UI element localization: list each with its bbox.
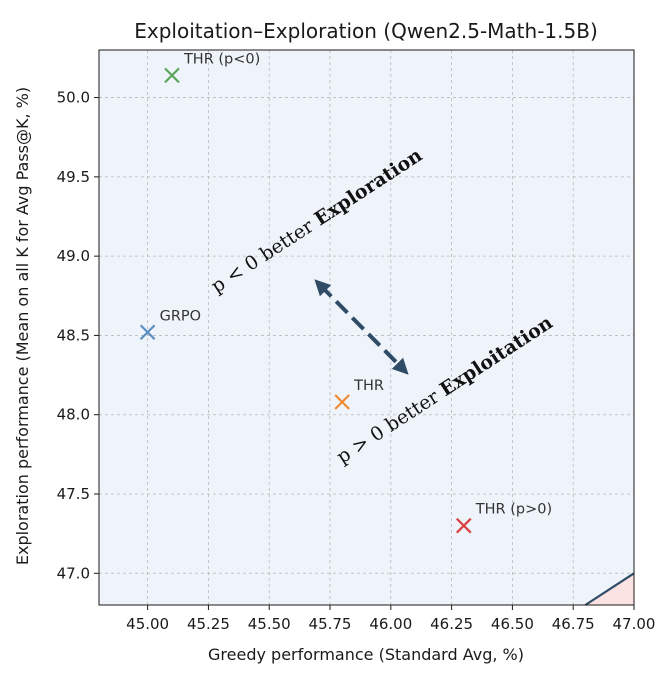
point-label: THR (p>0) [475, 502, 552, 518]
plot-area: p < 0 better Exploration p > 0 better Ex… [98, 49, 635, 606]
point-marker-stroke [139, 324, 156, 341]
point-marker-stroke [164, 67, 180, 84]
point-marker-stroke [334, 394, 350, 410]
y-tick-label: 48.5 [57, 326, 90, 344]
point-label: THR [353, 378, 384, 394]
data-point: GRPO [139, 308, 201, 341]
x-tick-label: 45.25 [187, 615, 230, 633]
point-marker-stroke [455, 517, 472, 534]
point-label: THR (p<0) [183, 51, 260, 67]
data-point: THR (p<0) [164, 51, 260, 84]
y-tick-label: 47.5 [57, 485, 90, 503]
x-tick-label: 46.50 [491, 615, 534, 633]
y-tick-label: 50.0 [57, 89, 90, 107]
chart-title: Exploitation–Exploration (Qwen2.5-Math-1… [134, 19, 598, 43]
data-point: THR (p>0) [455, 502, 552, 534]
x-axis: 45.00 45.25 45.50 45.75 46.00 46.25 46.50 46.75… [126, 605, 655, 633]
x-axis-label: Greedy performance (Standard Avg, %) [208, 645, 524, 664]
y-tick-label: 49.5 [57, 168, 90, 186]
x-tick-label: 45.00 [126, 615, 169, 633]
y-tick-label: 48.0 [57, 406, 90, 424]
x-tick-label: 45.75 [309, 615, 352, 633]
x-tick-label: 45.50 [248, 615, 291, 633]
x-tick-label: 47.00 [613, 615, 656, 633]
plot-frame [98, 49, 635, 606]
data-points: THR (p<0) GRPO THR THR (p>0) [139, 51, 552, 534]
y-axis: 47.0 47.5 48.0 48.5 49.0 49.5 50.0 [57, 89, 99, 582]
y-tick-label: 49.0 [57, 247, 90, 265]
double-arrow [314, 279, 409, 375]
x-tick-label: 46.00 [369, 615, 412, 633]
y-tick-label: 47.0 [57, 564, 90, 582]
point-label: GRPO [160, 308, 201, 324]
x-tick-label: 46.75 [552, 615, 595, 633]
x-tick-label: 46.25 [430, 615, 473, 633]
y-axis-label: Exploration performance (Mean on all K f… [13, 87, 32, 565]
data-point: THR [334, 378, 384, 410]
diagonal-line [584, 572, 635, 606]
